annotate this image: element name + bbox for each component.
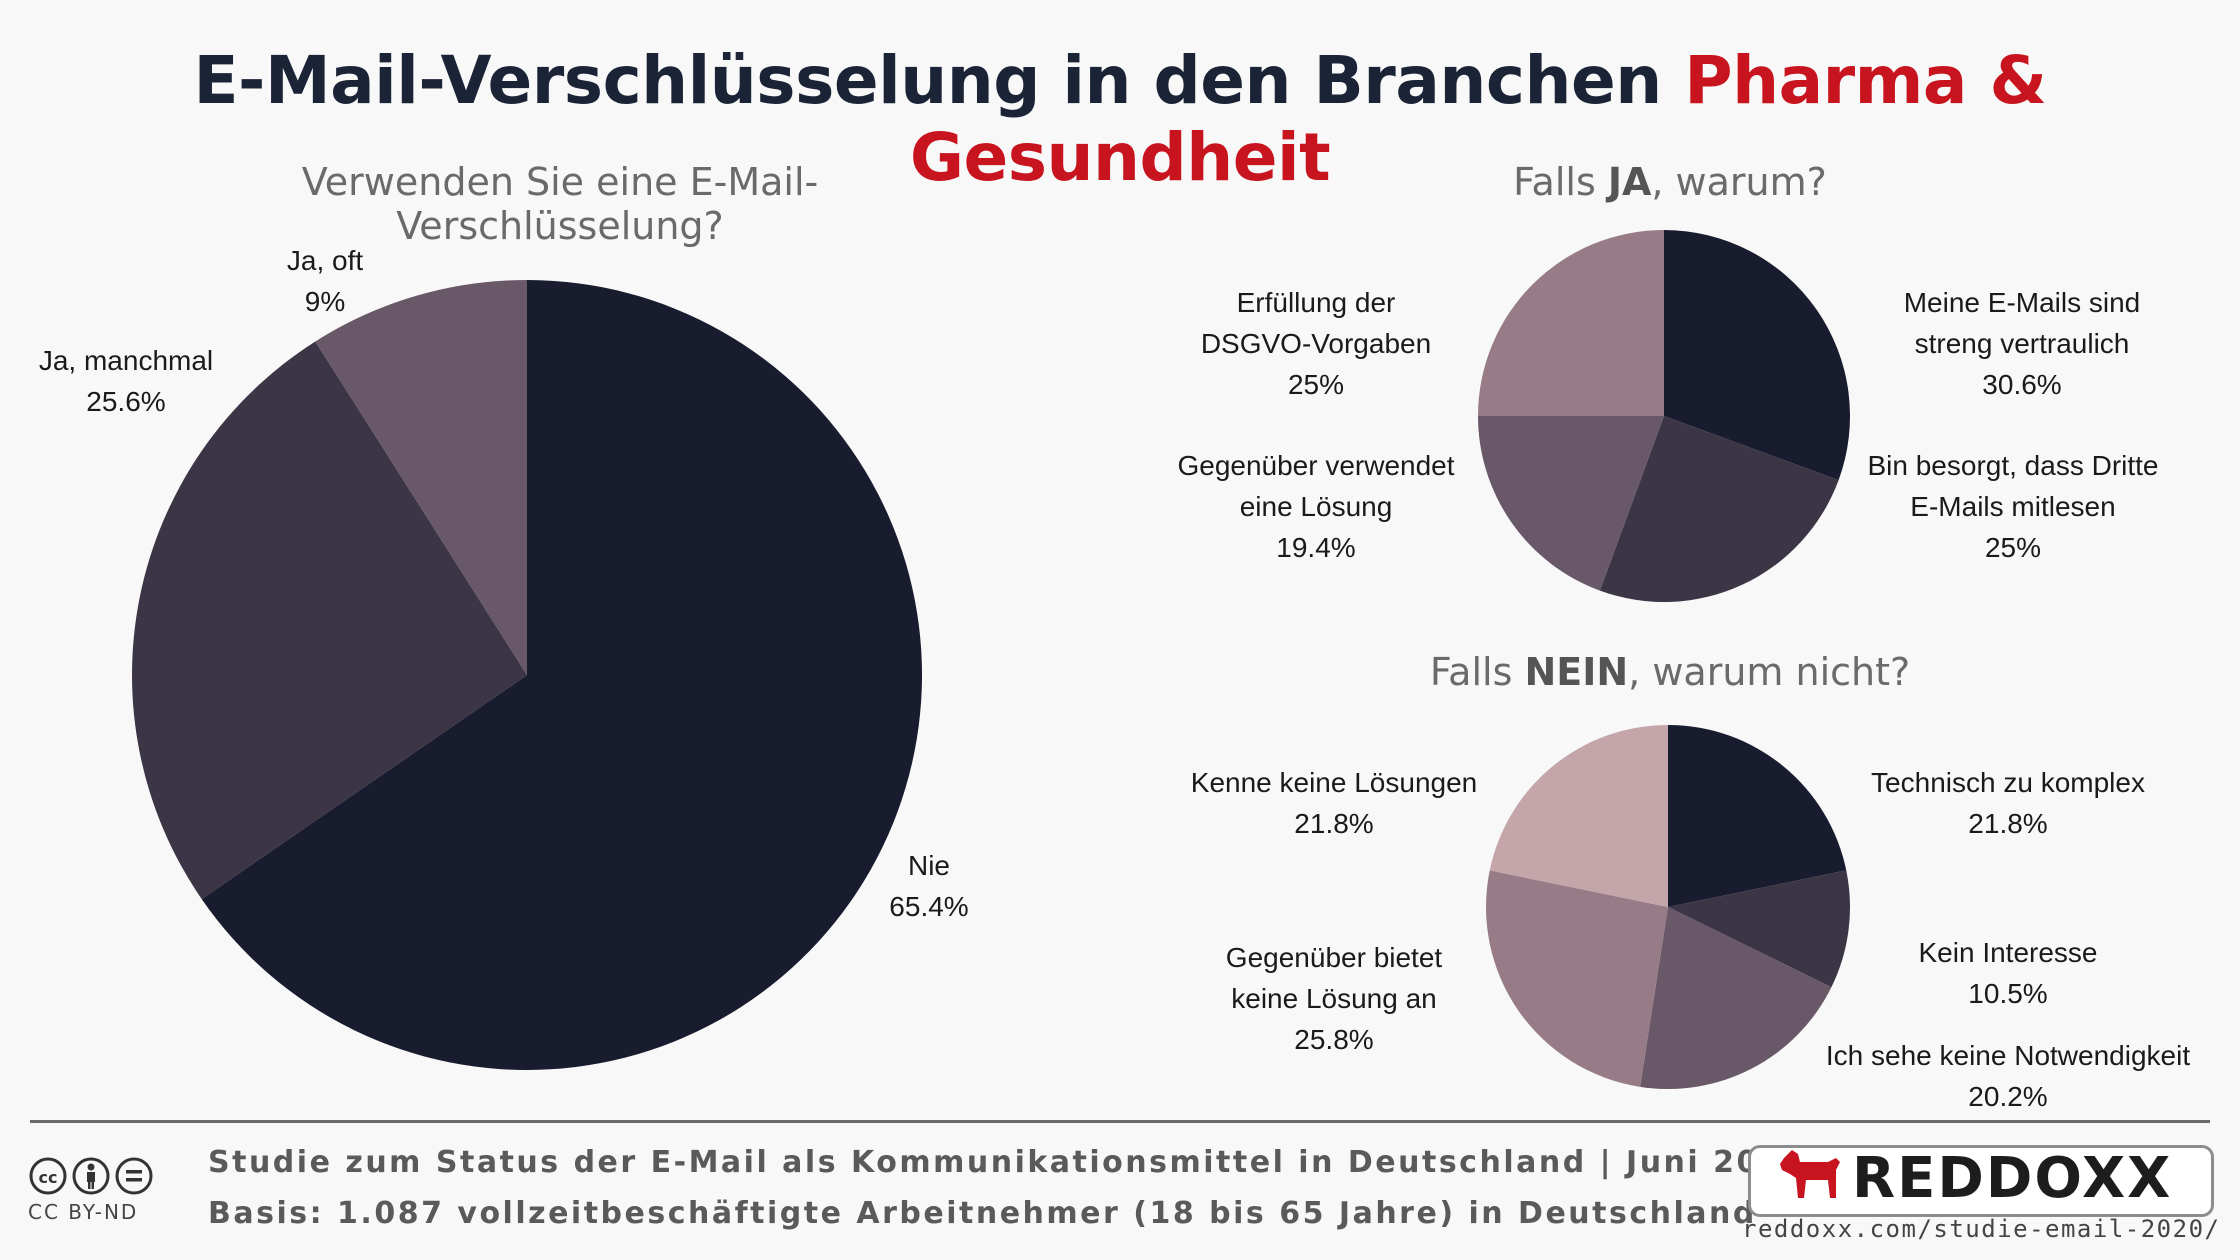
- title-main: E-Mail-Verschlüsselung in den Branchen: [193, 42, 1662, 119]
- footer-line-1: Studie zum Status der E-Mail als Kommuni…: [208, 1145, 1807, 1180]
- chart2-slice-1: [1599, 416, 1839, 603]
- chart3-label-kenne: Kenne keine Lösungen 21.8%: [1190, 767, 1478, 839]
- chart2-slice-2: [1478, 416, 1664, 591]
- chart1-slice-2: [315, 280, 527, 675]
- creative-commons-icon: cc: [29, 1157, 153, 1195]
- chart2-title: Falls JA, warum?: [1513, 160, 1827, 204]
- chart2-label-vertraulich: Meine E-Mails sind streng vertraulich 30.6…: [1903, 287, 2141, 400]
- chart2-slice-3: [1478, 230, 1664, 416]
- chart3-label-interesse: Kein Interesse 10.5%: [1918, 937, 2098, 1009]
- footer-line-2: Basis: 1.087 vollzeitbeschäftigte Arbeit…: [208, 1196, 1757, 1231]
- chart3-label-komplex: Technisch zu komplex 21.8%: [1871, 767, 2145, 839]
- chart2-label-dsgvo: Erfüllung der DSGVO-Vorgaben 25%: [1200, 287, 1432, 400]
- chart2-label-gegenueber: Gegenüber verwendet eine Lösung 19.4%: [1177, 450, 1455, 563]
- footer-divider: [30, 1120, 2210, 1123]
- brand-logo-box: [1748, 1145, 2214, 1217]
- chart1-label-oft: Ja, oft 9%: [286, 245, 364, 317]
- title-accent: Pharma & Gesundheit: [909, 42, 2047, 196]
- chart2-slice-0: [1664, 230, 1850, 481]
- chart1-slice-0: [201, 280, 923, 1070]
- chart3-title: Falls NEIN, warum nicht?: [1429, 650, 1911, 694]
- chart1-slice-1: [132, 341, 528, 900]
- dog-logo-icon: [1780, 1150, 1840, 1198]
- chart2-label-besorgt: Bin besorgt, dass Dritte E-Mails mitlesen…: [1867, 450, 2159, 563]
- chart3-label-bietet: Gegenüber bietet keine Lösung an 25.8%: [1225, 942, 1443, 1055]
- chart3-slice-3: [1485, 870, 1668, 1087]
- chart1-label-manchmal: Ja, manchmal 25.6%: [38, 345, 214, 417]
- chart3-slice-0: [1668, 725, 1847, 907]
- chart3-slice-4: [1489, 725, 1668, 907]
- svg-text:cc: cc: [39, 1168, 58, 1187]
- chart3-slice-1: [1668, 870, 1851, 988]
- page-title: E-Mail-Verschlüsselung in den Branchen P…: [0, 42, 2240, 196]
- chart1-label-nie: Nie 65.4%: [889, 850, 969, 922]
- chart1-title: Verwenden Sie eine E-Mail-Verschlüsselun…: [301, 160, 819, 248]
- brand-name: REDDOXX: [1852, 1146, 2173, 1211]
- license-label: CC BY-ND: [28, 1200, 139, 1224]
- brand-url: reddoxx.com/studie-email-2020/: [1742, 1215, 2221, 1243]
- chart3-slice-2: [1640, 907, 1832, 1089]
- chart3-label-notwendigkeit: Ich sehe keine Notwendigkeit 20.2%: [1825, 1040, 2191, 1112]
